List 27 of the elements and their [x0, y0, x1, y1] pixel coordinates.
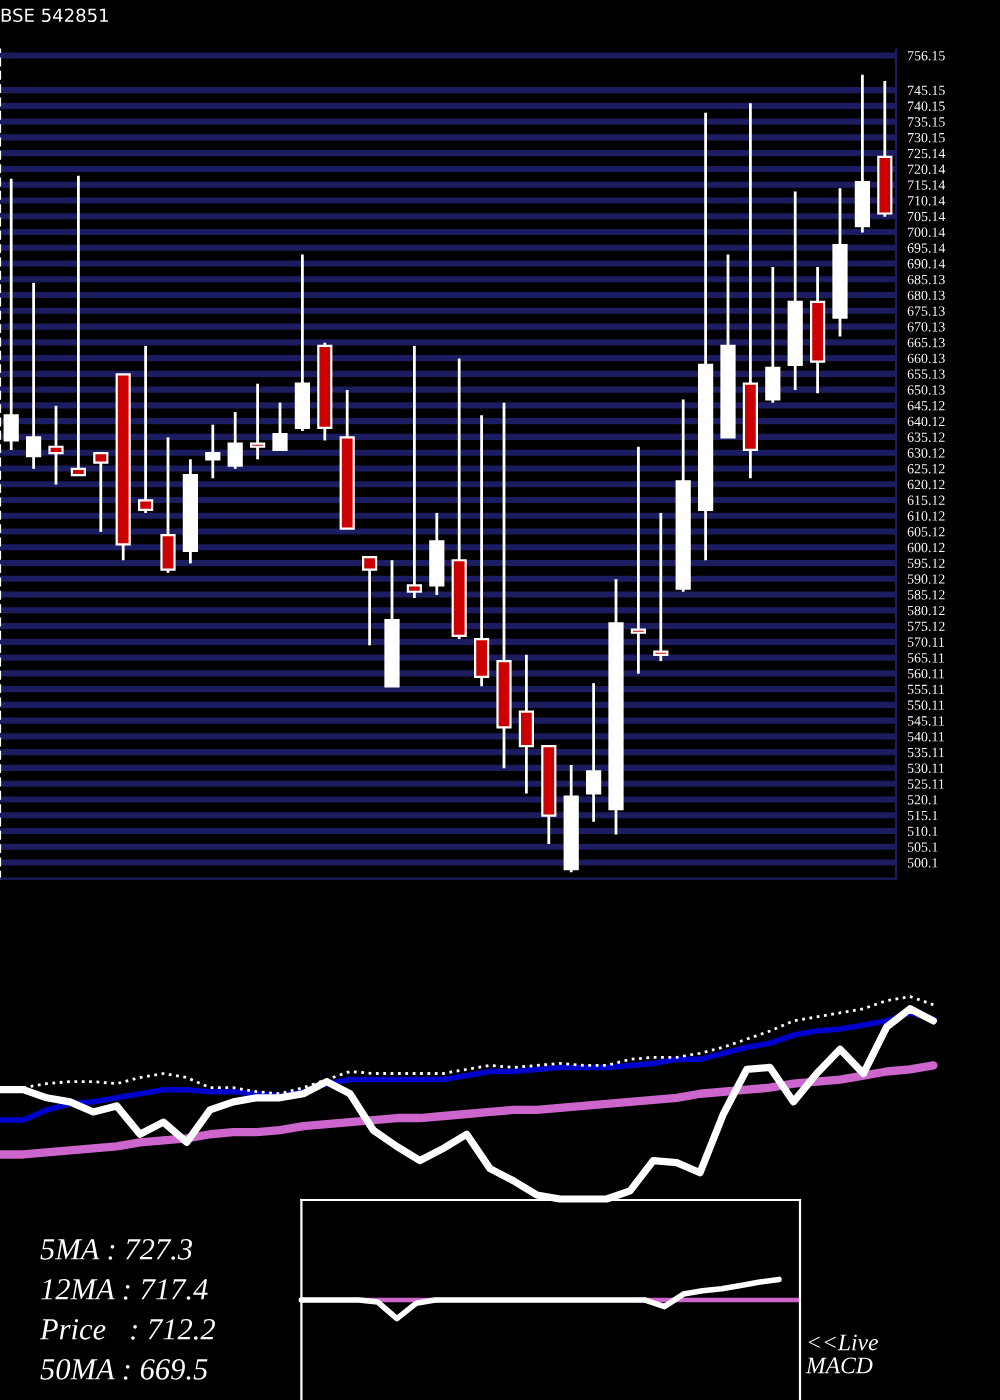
candlestick	[854, 73, 871, 234]
candlestick	[160, 435, 176, 575]
candlestick	[765, 265, 781, 405]
candlestick	[70, 174, 87, 477]
candlestick	[361, 555, 378, 647]
candlestick	[429, 511, 445, 597]
text: Price : 712.2	[39, 1319, 215, 1340]
candlestick	[518, 653, 535, 795]
candlestick	[249, 382, 266, 461]
candlestick	[93, 451, 109, 534]
candlestick	[294, 253, 311, 433]
candlestick	[653, 511, 669, 663]
text: 50MA : 669.5	[40, 1359, 208, 1380]
candlestick	[272, 401, 288, 452]
chart-title: BSE 542851	[1, 8, 108, 23]
candlestick	[227, 410, 243, 471]
candlestick	[406, 344, 423, 600]
candlestick	[25, 281, 42, 471]
candlestick	[585, 681, 602, 824]
candlestick	[48, 404, 64, 486]
text: 12MA : 717.4	[41, 1279, 208, 1300]
text: <<Live MACD	[805, 1334, 878, 1374]
candlestick	[630, 445, 647, 676]
candlestick	[473, 413, 490, 688]
candlestick	[137, 344, 154, 515]
candlestick	[205, 423, 221, 480]
text: 5MA : 727.3	[40, 1239, 192, 1260]
